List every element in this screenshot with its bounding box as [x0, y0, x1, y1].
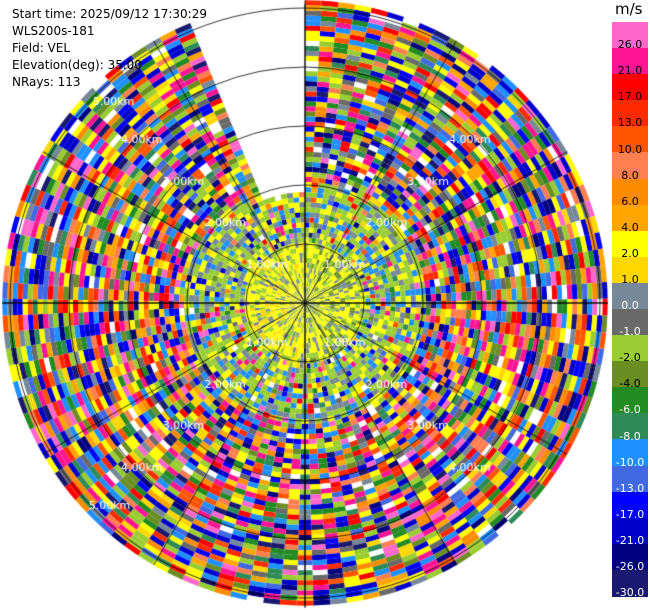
colorbar-swatch — [612, 465, 648, 493]
colorbar-tick-label: 21.0 — [617, 64, 643, 78]
colorbar-swatch — [612, 74, 648, 102]
colorbar-tick-label: -21.0 — [615, 533, 645, 547]
colorbar-tick-label: 10.0 — [617, 142, 643, 156]
colorbar-swatch — [612, 361, 648, 389]
header-info: Start time: 2025/09/12 17:30:29 WLS200s-… — [12, 6, 207, 91]
colorbar-tick-label: -1.0 — [619, 325, 641, 339]
colorbar-swatch — [612, 517, 648, 545]
colorbar-swatch — [612, 22, 648, 49]
colorbar-swatch — [612, 309, 648, 336]
colorbar-swatch — [612, 335, 648, 363]
colorbar-tick-label: 1.0 — [621, 272, 639, 286]
colorbar-swatch — [612, 152, 648, 180]
colorbar-tick-label: -2.0 — [619, 351, 641, 365]
colorbar-tick-label: 8.0 — [621, 168, 639, 182]
colorbar-swatch — [612, 48, 648, 76]
colorbar-swatch — [612, 387, 648, 415]
instrument-label: WLS200s-181 — [12, 24, 95, 38]
colorbar-tick-label: -8.0 — [619, 429, 641, 443]
colorbar-tick-label: -17.0 — [615, 507, 645, 521]
colorbar-swatch — [612, 569, 648, 597]
colorbar-swatch — [612, 204, 648, 232]
start-time-label: Start time: 2025/09/12 17:30:29 — [12, 7, 207, 21]
colorbar-tick-label: -26.0 — [615, 559, 645, 573]
colorbar-unit: m/s — [615, 0, 643, 18]
radar-ppi-plot — [0, 0, 612, 610]
colorbar-tick-label: 6.0 — [621, 194, 639, 208]
colorbar-tick-label: 4.0 — [621, 220, 639, 234]
nrays-label: NRays: 113 — [12, 75, 81, 89]
colorbar-tick-label: 2.0 — [621, 246, 639, 260]
colorbar-swatch — [612, 230, 648, 258]
colorbar-tick-label: 26.0 — [617, 38, 643, 52]
colorbar-tick-label: -6.0 — [619, 403, 641, 417]
colorbar-swatch — [612, 491, 648, 519]
field-label: Field: VEL — [12, 41, 71, 55]
colorbar-swatch — [612, 282, 648, 310]
colorbar-tick-label: 0.0 — [621, 299, 639, 313]
colorbar-swatch — [612, 256, 648, 284]
colorbar-swatch — [612, 126, 648, 154]
colorbar-swatch — [612, 178, 648, 206]
colorbar-tick-label: -4.0 — [619, 377, 641, 391]
colorbar-tick-label: 17.0 — [617, 90, 643, 104]
colorbar-swatch — [612, 439, 648, 467]
colorbar-tick-label: 13.0 — [617, 116, 643, 130]
colorbar-swatch — [612, 543, 648, 571]
elevation-label: Elevation(deg): 35.00 — [12, 58, 142, 72]
colorbar-swatch — [612, 413, 648, 441]
colorbar-tick-label: -10.0 — [615, 455, 645, 469]
colorbar-tick-label: -30.0 — [615, 586, 645, 600]
colorbar-swatch — [612, 100, 648, 128]
colorbar-tick-label: -13.0 — [615, 481, 645, 495]
